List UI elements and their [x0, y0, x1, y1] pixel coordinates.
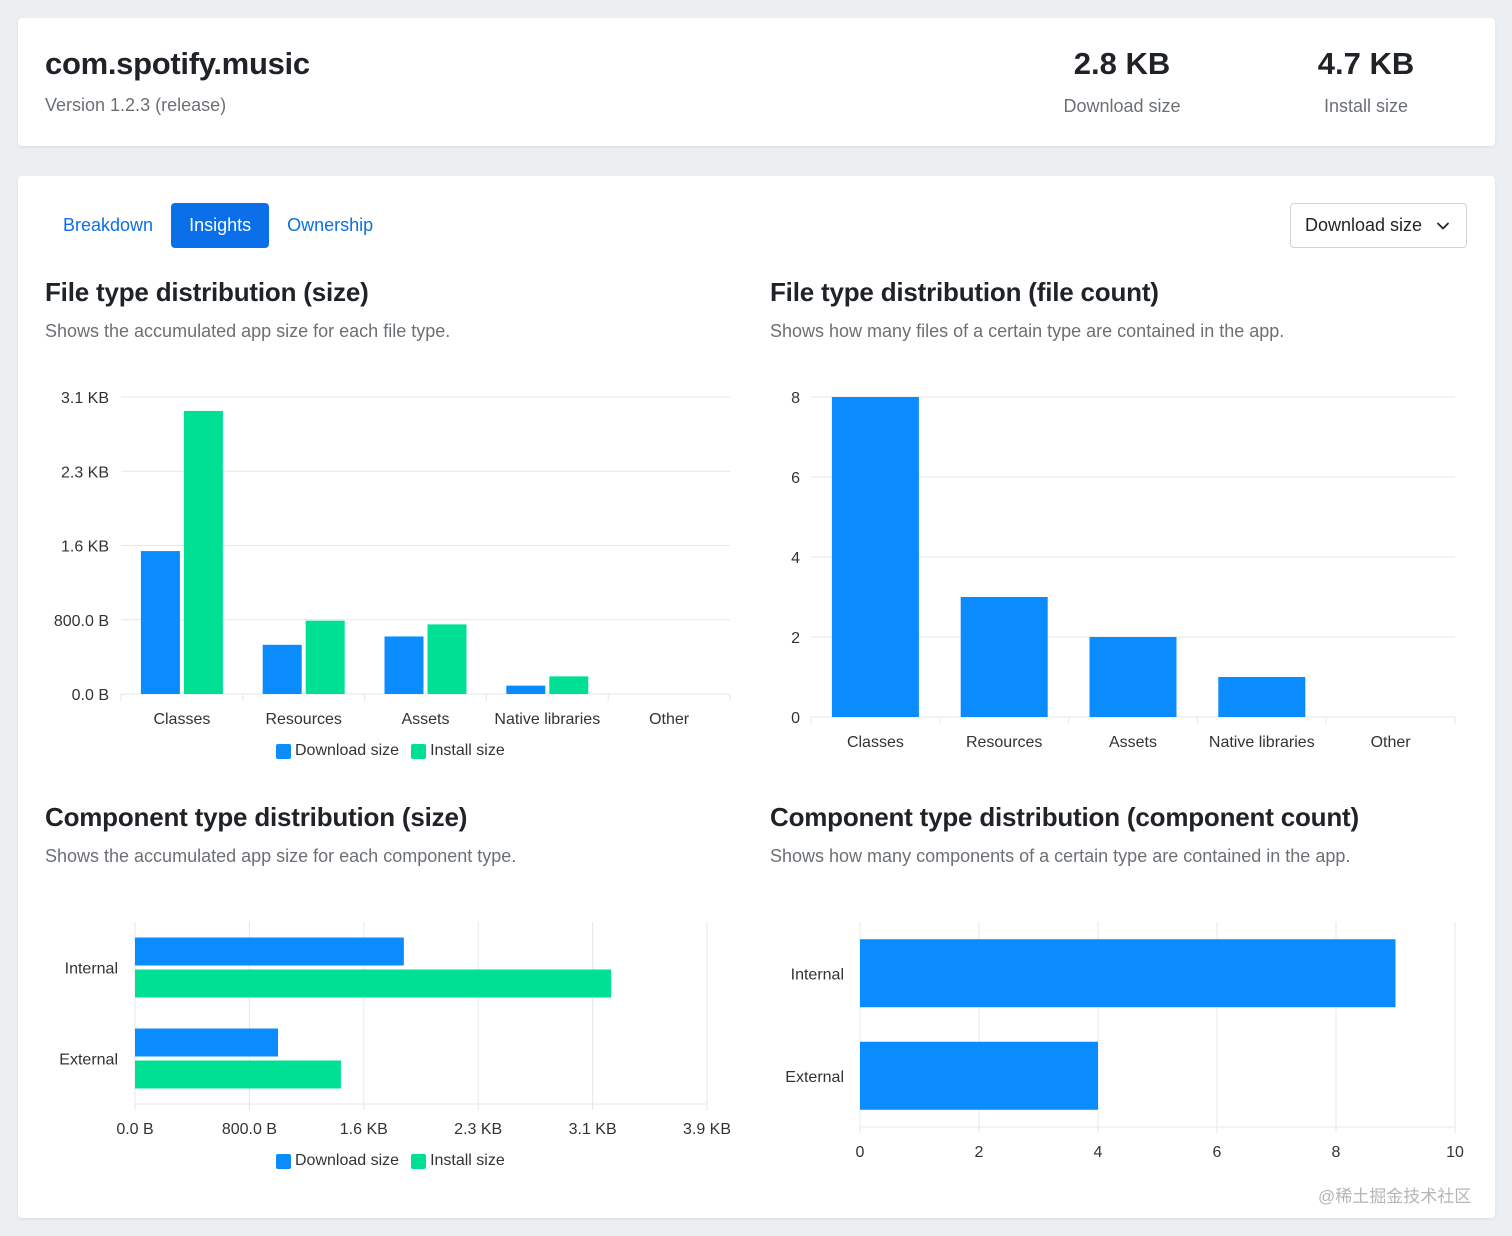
y-tick-label: External: [785, 1069, 844, 1086]
bar-download: [860, 939, 1396, 1008]
bar-install: [135, 969, 612, 998]
watermark: @稀土掘金技术社区: [1318, 1187, 1472, 1206]
x-tick-label: 0.0 B: [116, 1121, 153, 1138]
x-tick-label: Resources: [265, 711, 341, 728]
y-tick-label: 800.0 B: [54, 613, 109, 630]
x-tick-label: 3.9 KB: [683, 1121, 731, 1138]
y-tick-label: Internal: [791, 966, 844, 983]
download-size-label: Download size: [1063, 96, 1181, 116]
tab-ownership[interactable]: Ownership: [287, 215, 374, 235]
bar-install: [427, 624, 467, 694]
y-tick-label: 0: [791, 710, 800, 727]
download-size-value: 2.8 KB: [1073, 46, 1171, 81]
legend-install-label: Install size: [430, 1152, 505, 1169]
legend-download-label: Download size: [295, 742, 400, 759]
y-tick-label: 0.0 B: [72, 687, 109, 704]
insights-card: Breakdown Insights Ownership Download si…: [18, 176, 1495, 1218]
x-tick-label: 3.1 KB: [569, 1121, 617, 1138]
x-tick-label: Classes: [847, 734, 904, 751]
file-size-chart: 0.0 B 800.0 B 1.6 KB 2.3 KB 3.1 KB Classes Res…: [54, 390, 731, 728]
file-count-desc: Shows how many files of a certain type a…: [770, 321, 1285, 341]
legend-download-swatch: [276, 1153, 291, 1169]
x-tick-label: Native libraries: [494, 711, 600, 728]
bar-install: [135, 1060, 341, 1089]
bar-download: [860, 1041, 1098, 1110]
legend-install-label: Install size: [430, 742, 505, 759]
install-size-stat: 4.7 KB Install size: [1266, 46, 1466, 117]
x-tick-label: Other: [649, 711, 690, 728]
legend-install-swatch: [411, 1153, 427, 1169]
file-count-title: File type distribution (file count): [770, 277, 1159, 307]
bar-download: [960, 597, 1048, 717]
download-size-stat: 2.8 KB Download size: [1022, 46, 1222, 117]
app-version: Version 1.2.3 (release): [45, 95, 227, 115]
bar-download: [140, 551, 180, 694]
bar-download: [384, 636, 424, 694]
file-size-desc: Shows the accumulated app size for each …: [45, 321, 451, 341]
bar-download: [262, 644, 302, 694]
x-tick-label: Classes: [153, 711, 210, 728]
y-tick-label: 2.3 KB: [61, 464, 109, 481]
bar-download: [831, 397, 919, 717]
y-tick-label: 8: [791, 390, 800, 407]
y-tick-label: Internal: [65, 961, 118, 978]
x-tick-label: 6: [1213, 1144, 1222, 1161]
legend-install[interactable]: Install size: [411, 742, 505, 760]
comp-size-chart: 0.0 B 800.0 B 1.6 KB 2.3 KB 3.1 KB 3.9 KB Inte…: [59, 922, 731, 1138]
install-size-value: 4.7 KB: [1317, 46, 1415, 81]
install-size-label: Install size: [1323, 96, 1409, 116]
bar-install: [183, 410, 223, 694]
bar-download: [1218, 677, 1306, 717]
bar-download: [135, 1028, 278, 1057]
bar-install: [549, 676, 589, 694]
comp-count-desc: Shows how many components of a certain t…: [770, 846, 1351, 866]
y-tick-label: 6: [791, 470, 800, 487]
app-name: com.spotify.music: [45, 46, 310, 81]
file-count-chart: 0 2 4 6 8 Classes Resources Assets Native librar…: [791, 390, 1456, 751]
legend-download-label: Download size: [295, 1152, 400, 1169]
x-tick-label: Native libraries: [1209, 734, 1315, 751]
legend-install[interactable]: Install size: [411, 1152, 505, 1170]
app-header-card: com.spotify.music Version 1.2.3 (release…: [18, 18, 1495, 146]
x-tick-label: 8: [1332, 1144, 1341, 1161]
bar-download: [506, 685, 546, 694]
legend-download-swatch: [276, 743, 291, 759]
x-tick-label: Resources: [966, 734, 1042, 751]
x-tick-label: 0: [856, 1144, 865, 1161]
x-tick-label: Assets: [401, 711, 449, 728]
legend-download[interactable]: Download size: [276, 1152, 399, 1170]
tab-insights[interactable]: Insights: [171, 203, 270, 248]
comp-size-title: Component type distribution (size): [45, 802, 468, 832]
view-tabs: Breakdown Insights Ownership: [45, 203, 391, 248]
y-tick-label: External: [59, 1052, 118, 1069]
x-tick-label: 4: [1094, 1144, 1103, 1161]
size-type-selected: Download size: [1305, 215, 1423, 235]
y-tick-label: 4: [791, 550, 800, 567]
comp-size-desc: Shows the accumulated app size for each …: [45, 846, 517, 866]
comp-count-chart: 0 2 4 6 8 10 Internal External: [785, 922, 1464, 1161]
x-tick-label: 10: [1446, 1144, 1464, 1161]
x-tick-label: 800.0 B: [222, 1121, 277, 1138]
y-tick-label: 1.6 KB: [61, 539, 109, 556]
legend-install-swatch: [411, 743, 427, 759]
x-tick-label: 2: [975, 1144, 984, 1161]
bar-install: [305, 620, 345, 694]
y-tick-label: 2: [791, 630, 800, 647]
tab-breakdown[interactable]: Breakdown: [63, 215, 154, 235]
file-size-legend: Download size Install size: [276, 742, 517, 760]
x-tick-label: 1.6 KB: [340, 1121, 388, 1138]
bar-download: [1089, 637, 1177, 717]
comp-count-title: Component type distribution (component c…: [770, 802, 1359, 832]
comp-size-legend: Download size Install size: [276, 1152, 517, 1170]
file-size-title: File type distribution (size): [45, 277, 369, 307]
x-tick-label: 2.3 KB: [454, 1121, 502, 1138]
y-tick-label: 3.1 KB: [61, 390, 109, 407]
bar-download: [135, 937, 404, 966]
legend-download[interactable]: Download size: [276, 742, 399, 760]
chevron-down-icon: [1437, 222, 1449, 230]
size-type-dropdown[interactable]: Download size: [1290, 203, 1467, 248]
x-tick-label: Assets: [1109, 734, 1157, 751]
x-tick-label: Other: [1371, 734, 1412, 751]
